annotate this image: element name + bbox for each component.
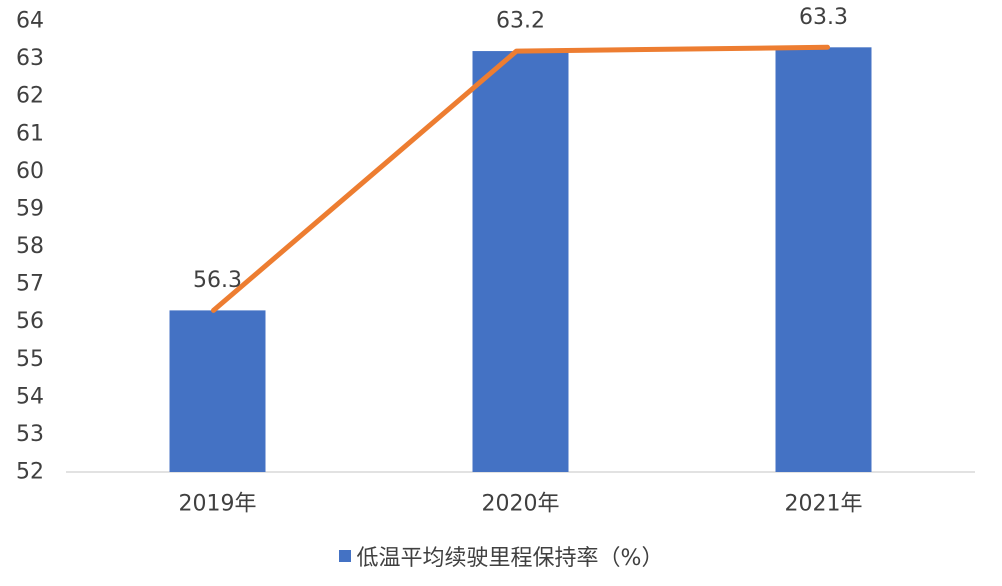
y-tick-label: 55: [16, 347, 44, 372]
category-labels-group: 2019年 2020年 2021年: [179, 492, 863, 517]
bar: [775, 47, 872, 472]
y-tick-label: 62: [16, 84, 44, 109]
y-tick-label: 58: [16, 234, 44, 259]
y-tick-label: 63: [16, 46, 44, 71]
x-tick-label: 2021年: [785, 492, 863, 517]
x-tick-label: 2019年: [179, 492, 257, 517]
y-tick-label: 56: [16, 309, 44, 334]
y-axis-ticks: 52 53 54 55 56 57 58 59 60 61 62 63 64: [16, 9, 44, 485]
bar: [169, 310, 266, 472]
y-tick-label: 59: [16, 196, 44, 221]
y-tick-label: 60: [16, 159, 44, 184]
data-labels-group: 56.3 63.2 63.3: [193, 5, 848, 293]
y-tick-label: 57: [16, 272, 44, 297]
series-line: [211, 44, 830, 313]
data-label: 56.3: [193, 268, 242, 293]
line-layer: [211, 44, 830, 313]
y-tick-label: 61: [16, 121, 44, 146]
x-tick-label: 2020年: [482, 492, 560, 517]
data-label: 63.2: [496, 9, 545, 34]
bar: [472, 51, 569, 473]
bars-group: [169, 47, 872, 473]
legend-label: 低温平均续驶里程保持率（%）: [356, 546, 664, 571]
legend: 低温平均续驶里程保持率（%）: [0, 540, 1002, 572]
legend-swatch: [338, 550, 351, 562]
data-label: 63.3: [799, 5, 848, 30]
y-tick-label: 54: [16, 384, 44, 409]
y-tick-label: 53: [16, 422, 44, 447]
y-tick-label: 64: [16, 9, 44, 34]
y-tick-label: 52: [16, 460, 44, 485]
